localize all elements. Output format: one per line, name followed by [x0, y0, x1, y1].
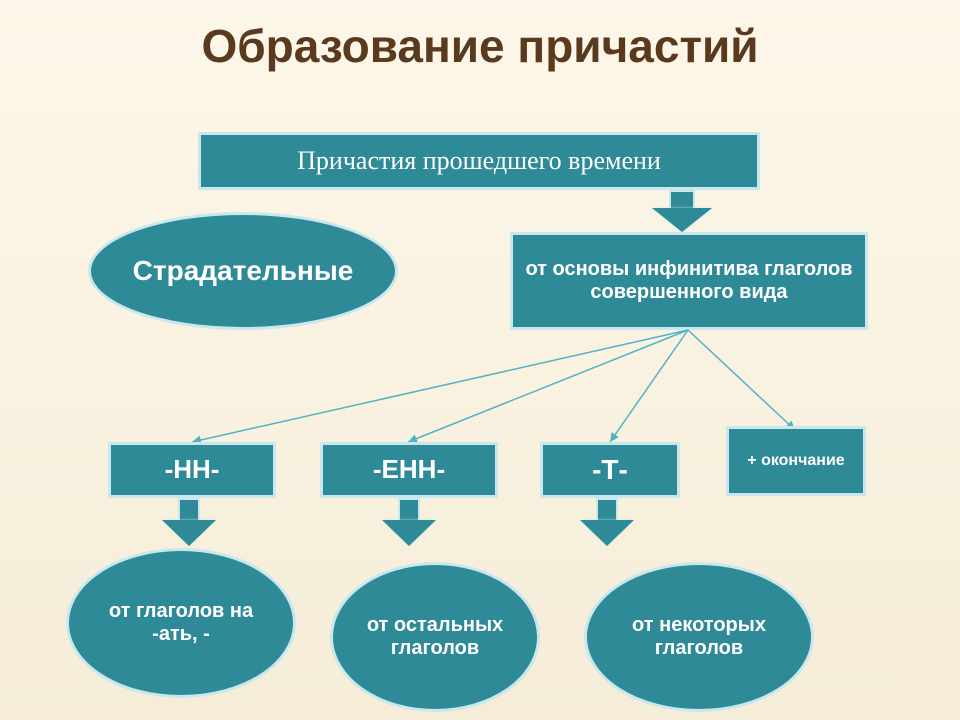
passive-ellipse: Страдательные — [88, 212, 398, 330]
suffix-box-text: -НН- — [165, 455, 220, 485]
ending-box: + окончание — [726, 426, 866, 496]
bottom-ellipse: от некоторых глаголов — [584, 562, 814, 712]
bottom-ellipse: от глаголов на -ать, - — [66, 548, 296, 698]
source-box: от основы инфинитива глаголов совершенно… — [510, 232, 868, 330]
slide-title: Образование причастий — [0, 22, 960, 70]
bottom-ellipse-text: от остальных глаголов — [351, 614, 519, 660]
bottom-ellipse: от остальных глаголов — [330, 562, 540, 712]
suffix-box: -ЕНН- — [320, 442, 498, 498]
header-box-text: Причастия прошедшего времени — [297, 146, 661, 176]
arrow-stem — [669, 190, 695, 208]
down-arrow-icon — [580, 498, 634, 548]
suffix-box: -Т- — [540, 442, 680, 498]
ending-box-text: + окончание — [747, 452, 844, 470]
passive-ellipse-text: Страдательные — [133, 255, 354, 287]
source-box-text: от основы инфинитива глаголов совершенно… — [523, 258, 855, 304]
suffix-box: -НН- — [108, 442, 276, 498]
arrow-head — [652, 208, 712, 232]
down-arrow-icon — [382, 498, 436, 548]
suffix-box-text: -ЕНН- — [373, 455, 445, 485]
header-box: Причастия прошедшего времени — [198, 132, 760, 190]
bottom-ellipse-text: от некоторых глаголов — [605, 614, 793, 660]
bottom-ellipse-text: от глаголов на -ать, - — [87, 600, 275, 646]
arrow-to-source-icon — [652, 190, 712, 232]
slide: Образование причастий Причастия прошедше… — [0, 0, 960, 720]
suffix-box-text: -Т- — [592, 454, 628, 486]
down-arrow-icon — [162, 498, 216, 548]
